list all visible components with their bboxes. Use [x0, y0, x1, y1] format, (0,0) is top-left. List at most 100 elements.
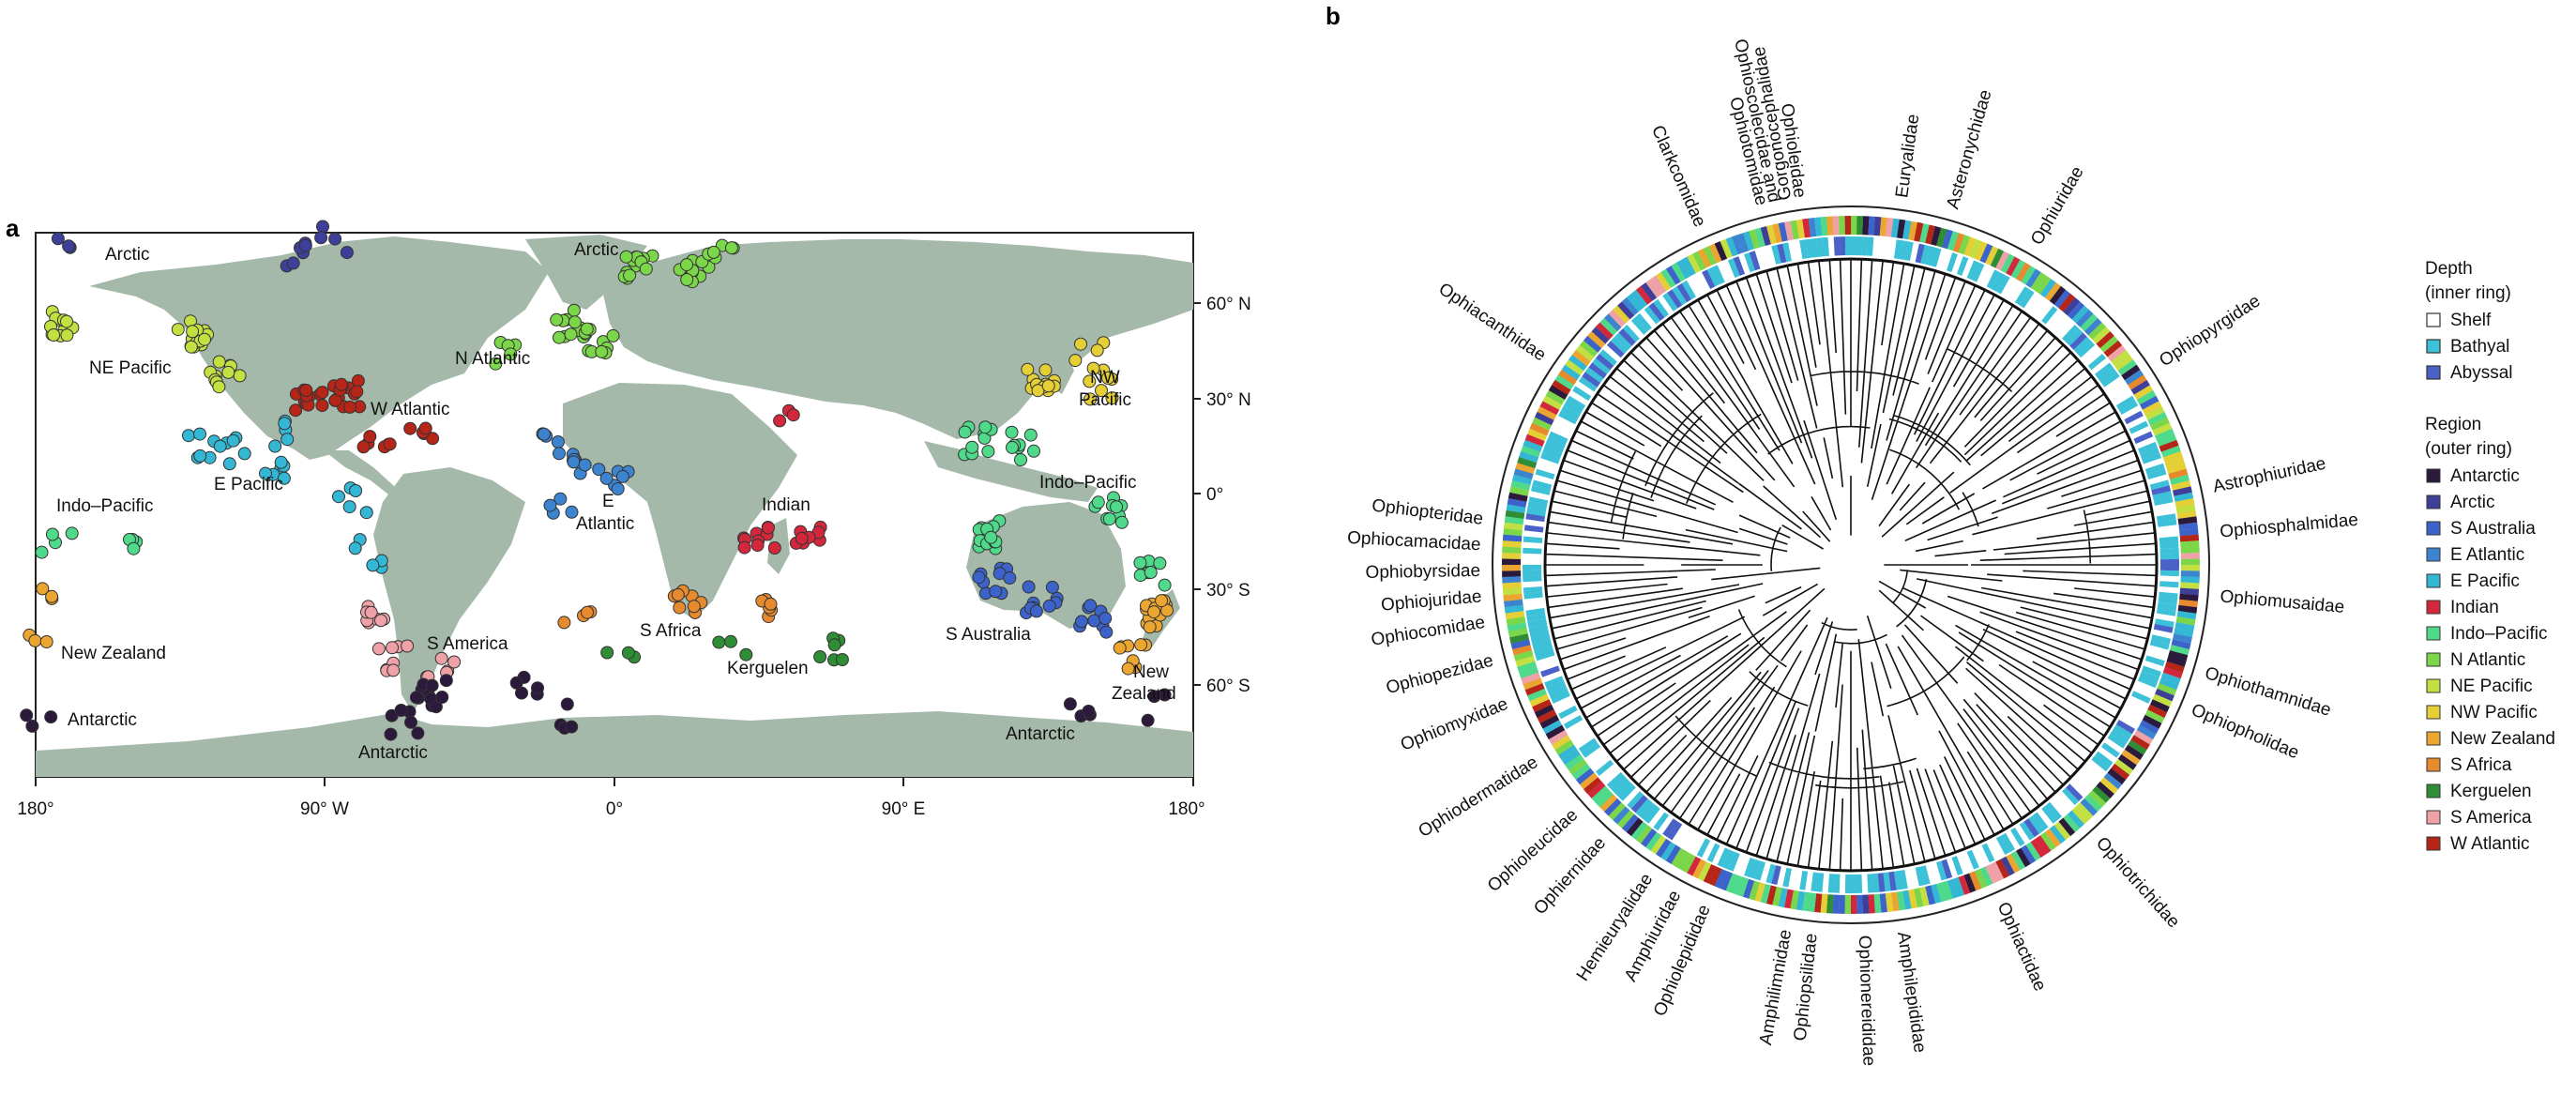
region-ring-segment [2178, 522, 2198, 531]
region-ring-segment [1568, 758, 1587, 775]
region-ring-segment [1995, 859, 2009, 879]
panel-a-letter: a [6, 214, 20, 242]
map-panel: Arctic Arctic NE Pacific N Atlantic W At… [17, 220, 1251, 819]
depth-ring-segment [1551, 426, 1570, 439]
region-ring-segment [1796, 219, 1806, 239]
region-ring-segment [2016, 262, 2031, 282]
region-ring-segment [2058, 293, 2076, 312]
depth-ring-segment [2127, 416, 2146, 430]
depth-ring-segment [1531, 485, 1551, 495]
region-ring-segment [1510, 639, 1531, 649]
depth-ring-segment [1584, 746, 1604, 763]
depth-ring-segment [1658, 296, 1674, 314]
depth-ring-segment [2146, 468, 2167, 480]
depth-ring-segment [1546, 436, 1567, 449]
depth-ring-segment [1537, 655, 1557, 667]
region-ring-segment [1736, 233, 1750, 253]
depth-ring-segment [1743, 858, 1755, 877]
depth-ring-segment [1777, 243, 1787, 264]
region-ring-segment [1963, 873, 1977, 893]
depth-ring-segment [2091, 357, 2110, 374]
region-ring-segment [2159, 439, 2179, 452]
region-ring-segment [2139, 720, 2159, 735]
region-ring-segment [1521, 672, 1541, 685]
sample-point [1099, 612, 1113, 625]
region-ring-segment [2088, 322, 2107, 340]
depth-ring-segment [1527, 618, 1548, 628]
sample-point [343, 400, 356, 414]
region-ring-segment [1665, 844, 1681, 864]
region-ring-segment [1579, 340, 1599, 357]
region-ring-segment [2179, 593, 2199, 601]
region-ring-segment [1534, 704, 1554, 719]
depth-ring-segment [1966, 260, 1979, 281]
depth-ring-segment [2146, 650, 2167, 662]
sample-point [418, 421, 432, 435]
region-ring-segment [1879, 893, 1887, 913]
depth-ring-segment [2137, 676, 2158, 689]
sample-point [1038, 363, 1053, 377]
region-ring-segment [2015, 847, 2031, 868]
depth-ring-segment [2138, 441, 2158, 454]
region-ring-segment [1660, 268, 1676, 288]
depth-ring-segment [1523, 547, 1542, 555]
family-label: Ophionereididae [1855, 935, 1879, 1066]
sample-point [606, 328, 620, 342]
depth-ring-segment [2087, 759, 2106, 777]
family-label: Ophiopyrgidae [2156, 291, 2264, 371]
region-ring-segment [1985, 864, 1999, 884]
region-ring-segment [1604, 313, 1622, 332]
depth-ring-segment [1686, 832, 1701, 853]
land-antarctica [36, 711, 1193, 777]
region-ring-segment [1645, 279, 1662, 298]
depth-ring-segment [1523, 553, 1542, 560]
depth-ring-segment [1540, 665, 1560, 677]
region-ring-segment [1517, 661, 1538, 673]
sample-point [65, 526, 79, 540]
depth-ring-segment [1548, 431, 1568, 445]
depth-ring-segment [2124, 410, 2144, 425]
depth-ring-segment [1702, 269, 1716, 289]
sample-point [1042, 599, 1056, 613]
depth-ring-segment [1899, 240, 1908, 260]
sample-point [750, 539, 765, 552]
depth-ring-segment [1925, 863, 1936, 884]
region-ring-segment [1509, 486, 1529, 496]
label-antarctic-e: Antarctic [1006, 724, 1075, 744]
region-ring-segment [1708, 243, 1722, 264]
depth-ring-segment [2087, 354, 2107, 371]
depth-ring-segment [2084, 349, 2103, 366]
depth-ring-segment [1771, 244, 1781, 265]
region-ring-segment [2160, 672, 2181, 685]
region-ring-segment [2000, 856, 2015, 876]
depth-ring-segment [1544, 441, 1565, 454]
land-greenland [525, 235, 647, 310]
depth-ring-segment [1635, 312, 1652, 331]
sample-point [28, 633, 42, 647]
sample-point [550, 312, 564, 327]
region-ring-segment [2170, 645, 2190, 656]
region-ring-segment [1958, 874, 1971, 895]
region-ring-segment [1720, 238, 1733, 259]
region-ring-segment [2147, 411, 2168, 426]
region-ring-segment [2174, 622, 2195, 632]
depth-ring-segment [1558, 410, 1578, 425]
region-ring-segment [1697, 248, 1712, 268]
region-ring-segment [1613, 305, 1630, 324]
depth-ring-segment [1925, 246, 1936, 266]
region-ring-segment [2177, 604, 2198, 614]
depth-ring-segment [1676, 827, 1691, 846]
region-ring-segment [2076, 802, 2094, 821]
region-ring-segment [1603, 798, 1622, 816]
depth-ring-segment [1951, 856, 1963, 875]
family-label: Ophiosphalmidae [2220, 510, 2359, 542]
legend-region-title-1: Region [2425, 415, 2481, 434]
sample-point [184, 340, 198, 354]
region-ring-segment [1571, 763, 1591, 780]
region-ring-segment [1936, 227, 1947, 248]
depth-ring-segment [2121, 405, 2142, 420]
region-ring-segment [1802, 891, 1811, 912]
sample-point [371, 642, 386, 656]
depth-ring-segment [1630, 795, 1648, 814]
depth-ring-segment [1575, 733, 1595, 749]
